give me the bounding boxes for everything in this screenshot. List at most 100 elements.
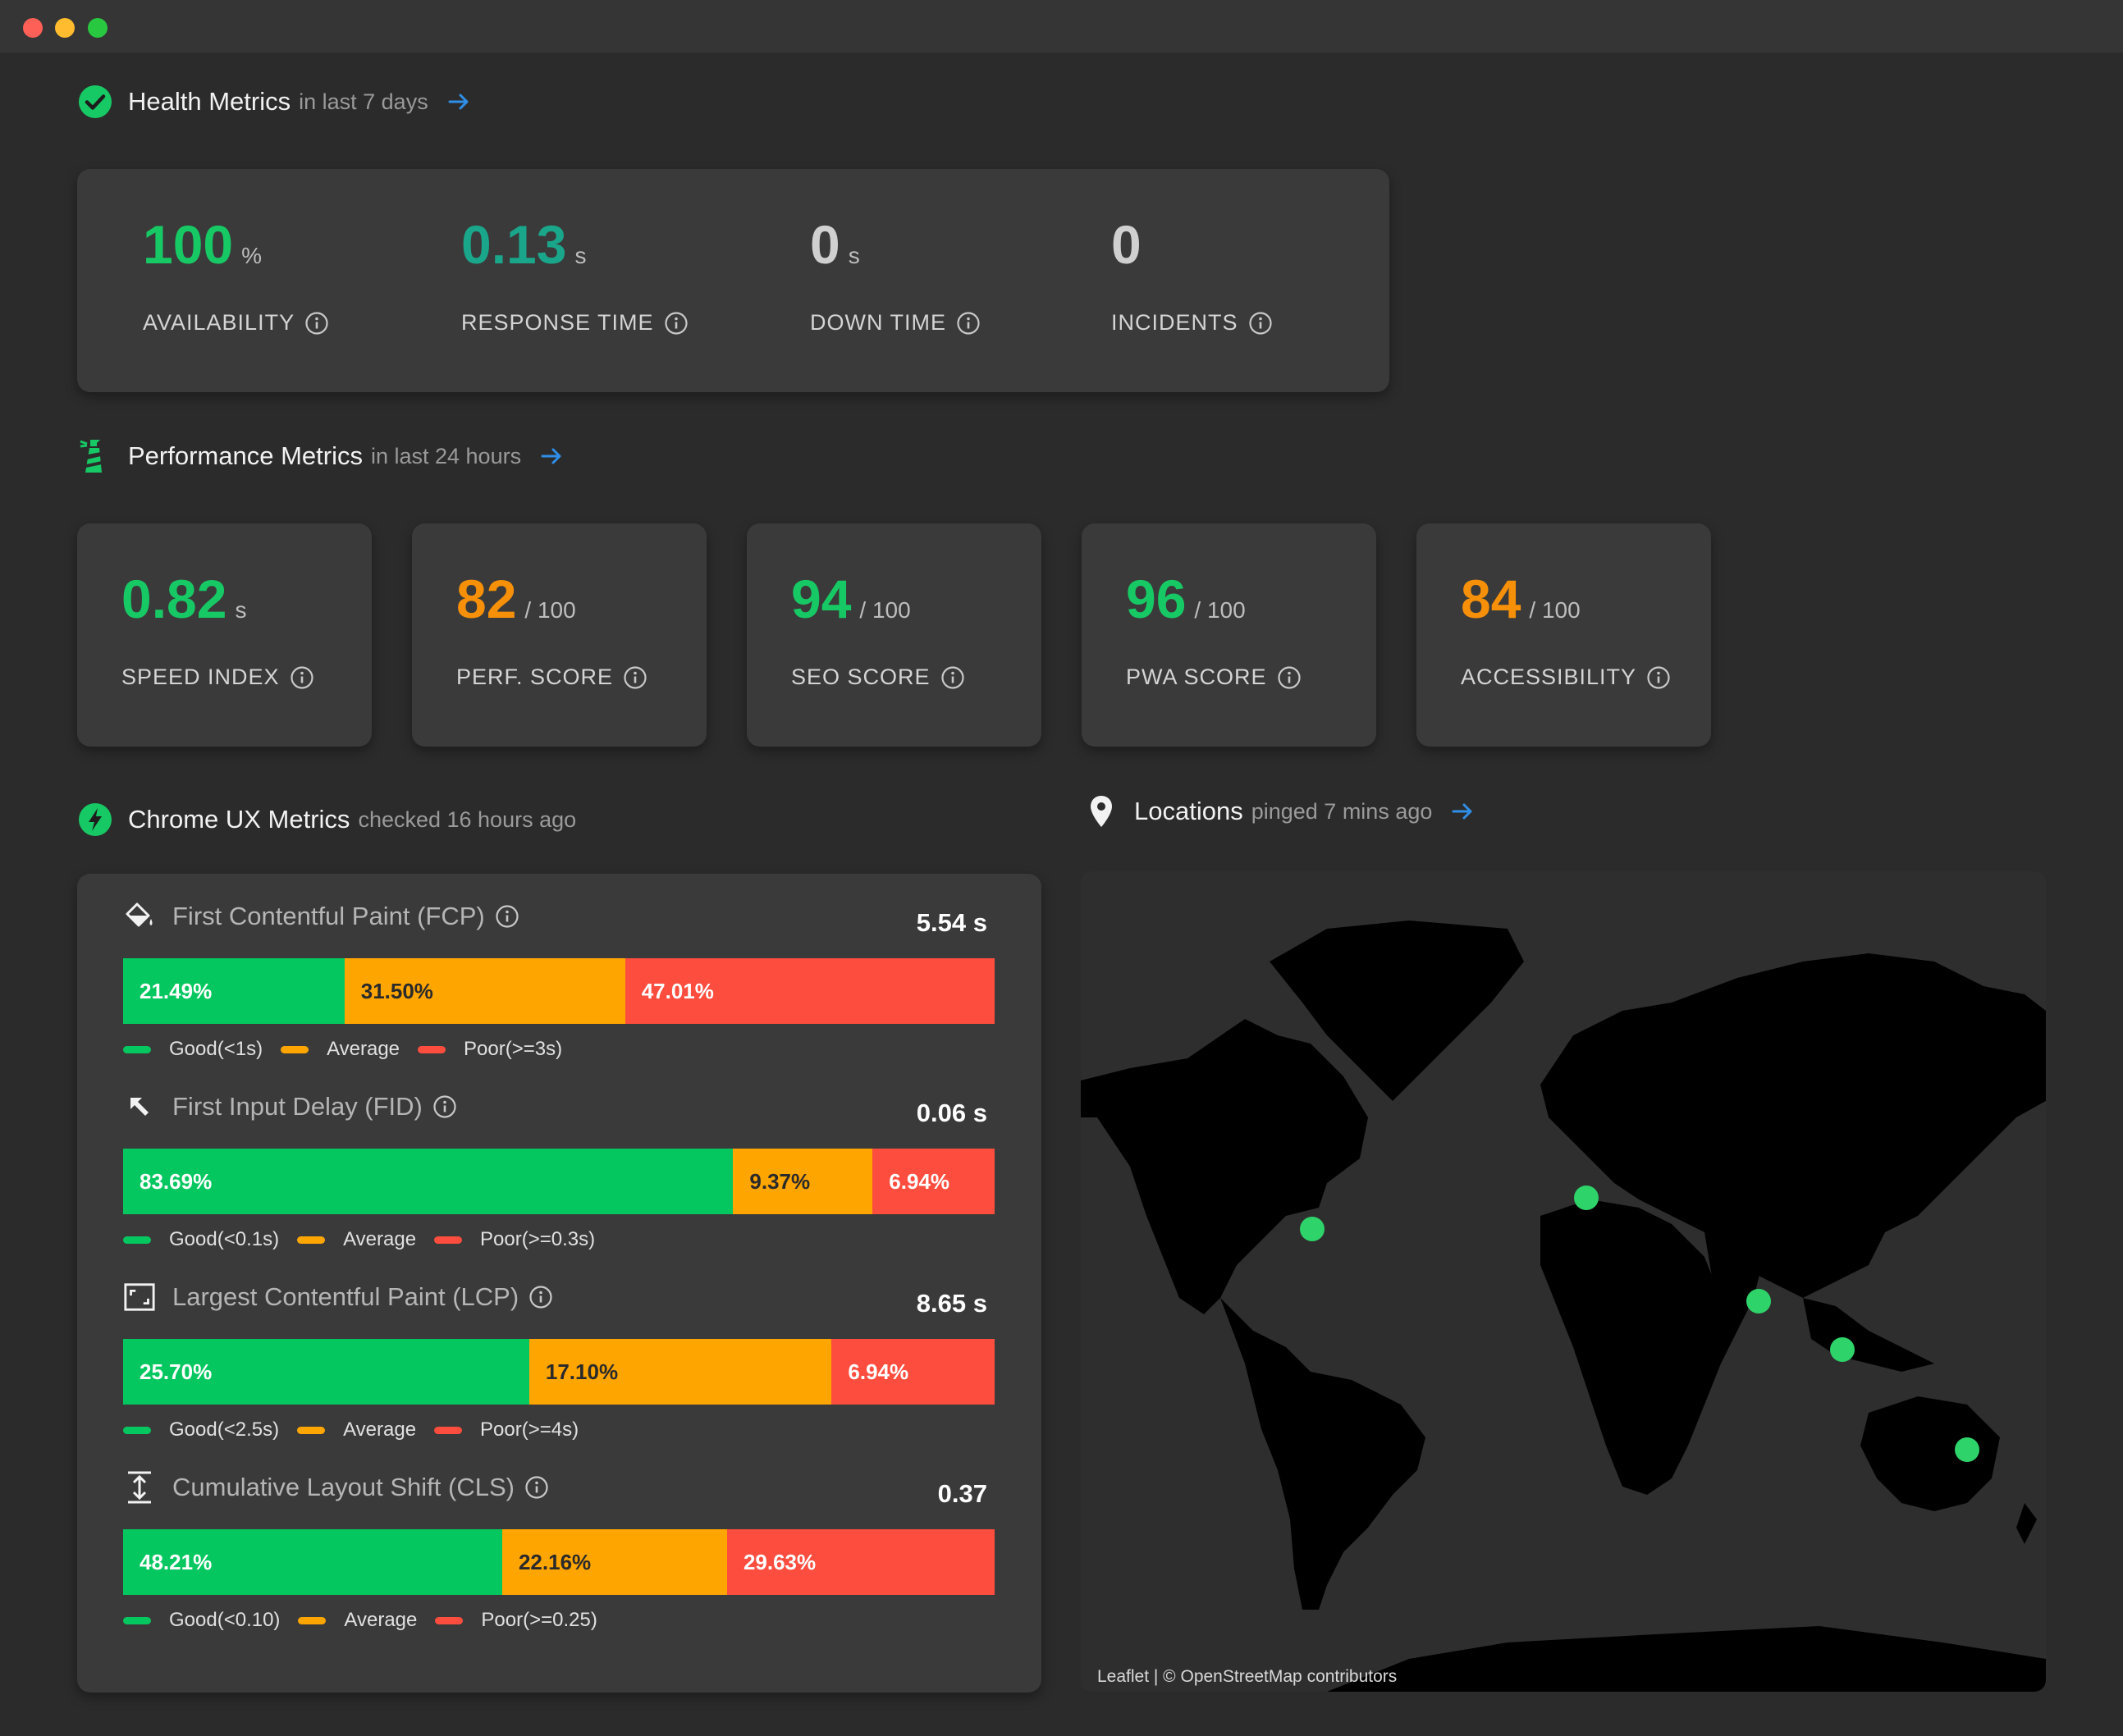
locations-map[interactable]: Leaflet | © OpenStreetMap contributors [1081, 871, 2046, 1692]
health-metrics-subtitle: in last 7 days [299, 89, 428, 114]
info-icon[interactable] [528, 1285, 553, 1309]
accessibility-label: ACCESSIBILITY [1461, 665, 1637, 689]
pwa-score-card: 96 / 100 PWA SCORE [1082, 523, 1376, 747]
incidents-metric: 0 INCIDENTS [1111, 213, 1272, 335]
availability-value: 100 [143, 214, 234, 275]
arrow-right-icon[interactable] [1450, 799, 1475, 824]
info-icon[interactable] [956, 311, 981, 336]
lcp-value: 8.65 s [916, 1289, 987, 1318]
chrome-ux-subtitle: checked 16 hours ago [358, 806, 577, 832]
lcp-legend: Good(<2.5s) Average Poor(>=4s) [123, 1418, 597, 1441]
speed-index-label: SPEED INDEX [121, 665, 280, 689]
availability-unit: % [241, 243, 263, 268]
lcp-good-legend: Good(<2.5s) [169, 1418, 280, 1441]
locations-subtitle: pinged 7 mins ago [1251, 798, 1433, 824]
pwa-score-unit: / 100 [1194, 597, 1246, 623]
speed-index-unit: s [235, 597, 247, 623]
fid-good-segment: 83.69% [123, 1149, 734, 1214]
lcp-poor-legend: Poor(>=4s) [480, 1418, 579, 1441]
africa-landmass [1540, 1199, 1737, 1495]
perf-score-unit: / 100 [524, 597, 576, 623]
fcp-legend: Good(<1s) Average Poor(>=3s) [123, 1038, 580, 1061]
chrome-ux-card: First Contentful Paint (FCP) 5.54 s 21.4… [77, 874, 1041, 1693]
fid-average-segment: 9.37% [733, 1149, 873, 1214]
fcp-value: 5.54 s [916, 908, 987, 937]
lighthouse-icon [77, 438, 113, 474]
response-time-metric: 0.13 s RESPONSE TIME [461, 213, 688, 335]
world-map [1081, 921, 2046, 1692]
location-dot-singapore [1830, 1337, 1855, 1362]
fcp-poor-legend: Poor(>=3s) [464, 1038, 563, 1060]
map-attribution[interactable]: Leaflet | © OpenStreetMap contributors [1097, 1667, 1398, 1686]
lightning-circle-icon [77, 802, 113, 838]
fcp-good-segment: 21.49% [123, 958, 345, 1024]
info-icon[interactable] [664, 311, 689, 336]
location-dot-us-east [1300, 1217, 1325, 1241]
fid-distribution-bar: 83.69% 9.37% 6.94% [123, 1149, 995, 1214]
fcp-title: First Contentful Paint (FCP) [172, 902, 485, 930]
cls-good-legend: Good(<0.10) [169, 1609, 281, 1631]
arrow-right-icon[interactable] [446, 89, 471, 114]
maximize-frame-icon [123, 1281, 156, 1313]
performance-metrics-subtitle: in last 24 hours [370, 443, 522, 468]
speed-index-card: 0.82 s SPEED INDEX [77, 523, 372, 747]
seo-score-card: 94 / 100 SEO SCORE [747, 523, 1041, 747]
minimize-window-button[interactable] [55, 18, 75, 38]
arrow-right-icon[interactable] [539, 444, 564, 468]
chrome-ux-header: Chrome UX Metrics checked 16 hours ago [77, 802, 576, 838]
accessibility-value: 84 [1461, 569, 1521, 629]
pwa-score-label: PWA SCORE [1126, 665, 1267, 689]
info-icon[interactable] [304, 311, 329, 336]
new-zealand-landmass [2016, 1503, 2037, 1544]
info-icon[interactable] [524, 1475, 549, 1500]
lcp-good-segment: 25.70% [123, 1339, 529, 1405]
eurasia-landmass [1540, 953, 2046, 1298]
down-time-unit: s [848, 243, 860, 268]
info-icon[interactable] [623, 665, 647, 690]
cls-distribution-bar: 48.21% 22.16% 29.63% [123, 1529, 995, 1595]
fcp-average-segment: 31.50% [344, 958, 625, 1024]
fid-value: 0.06 s [916, 1099, 987, 1127]
cls-average-legend: Average [344, 1609, 418, 1631]
fcp-distribution-bar: 21.49% 31.50% 47.01% [123, 958, 995, 1024]
health-metrics-header: Health Metrics in last 7 days [77, 84, 471, 120]
performance-metrics-header: Performance Metrics in last 24 hours [77, 438, 564, 474]
lcp-title: Largest Contentful Paint (LCP) [172, 1282, 519, 1311]
lcp-average-legend: Average [343, 1418, 417, 1441]
cls-poor-segment: 29.63% [726, 1529, 995, 1595]
down-time-value: 0 [810, 214, 840, 275]
fcp-good-legend: Good(<1s) [169, 1038, 263, 1060]
speed-index-value: 0.82 [121, 569, 227, 629]
location-dot-australia [1955, 1437, 1979, 1462]
info-icon[interactable] [1277, 665, 1302, 690]
perf-score-label: PERF. SCORE [456, 665, 614, 689]
response-time-unit: s [574, 243, 587, 268]
info-icon[interactable] [1646, 665, 1671, 690]
maximize-window-button[interactable] [88, 18, 108, 38]
accessibility-unit: / 100 [1529, 597, 1581, 623]
vertical-shift-icon [123, 1471, 156, 1504]
pwa-score-value: 96 [1126, 569, 1187, 629]
chrome-ux-title: Chrome UX Metrics [128, 805, 350, 834]
cls-legend: Good(<0.10) Average Poor(>=0.25) [123, 1609, 615, 1632]
fid-poor-segment: 6.94% [872, 1149, 995, 1214]
check-circle-icon [77, 84, 113, 120]
lcp-average-segment: 17.10% [528, 1339, 832, 1405]
info-icon[interactable] [940, 665, 965, 690]
accessibility-card: 84 / 100 ACCESSIBILITY [1416, 523, 1711, 747]
info-icon[interactable] [432, 1094, 457, 1119]
fid-title: First Input Delay (FID) [172, 1092, 423, 1121]
location-dot-india [1746, 1289, 1771, 1313]
fid-poor-legend: Poor(>=0.3s) [480, 1228, 596, 1250]
availability-label: AVAILABILITY [143, 310, 295, 335]
lcp-poor-segment: 6.94% [831, 1339, 995, 1405]
info-icon[interactable] [1248, 311, 1273, 336]
paint-bucket-icon [123, 900, 156, 933]
antarctica-landmass [1327, 1626, 2046, 1692]
info-icon[interactable] [290, 665, 314, 690]
info-icon[interactable] [495, 904, 519, 929]
perf-score-card: 82 / 100 PERF. SCORE [412, 523, 707, 747]
close-window-button[interactable] [23, 18, 43, 38]
map-pin-icon [1083, 793, 1119, 829]
